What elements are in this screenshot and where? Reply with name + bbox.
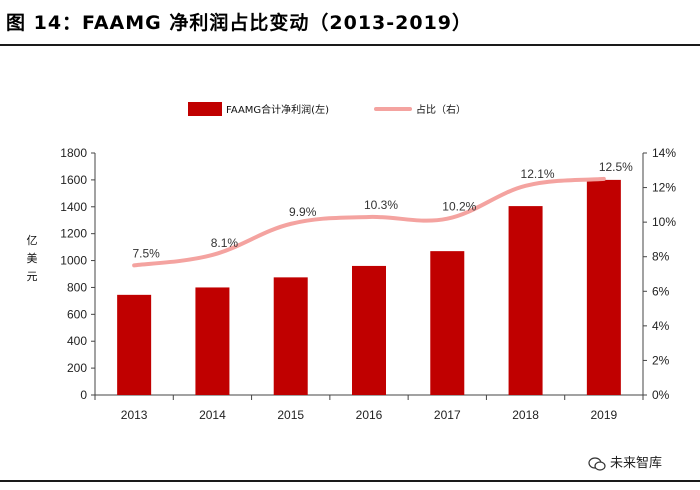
share-line [132, 176, 606, 268]
left-tick-label: 1000 [60, 254, 87, 268]
left-tick-label: 1600 [60, 173, 87, 187]
right-tick-label: 8% [652, 250, 670, 264]
bar [195, 287, 230, 395]
legend-label-bar: FAAMG合计净利润(左) [226, 103, 329, 116]
y-axis-label-char: 亿 [27, 234, 38, 247]
right-tick-label: 12% [652, 181, 676, 195]
y-axis-label-char: 美 [27, 252, 38, 265]
bar [586, 179, 621, 395]
right-tick-label: 10% [652, 215, 676, 229]
left-tick-label: 1200 [60, 227, 87, 241]
bar [508, 206, 543, 395]
bar [430, 251, 465, 395]
axes: 0 200 400 600 800 1000 1200 1400 1600 1800 0% 2% 4% 6… [60, 146, 676, 422]
right-tick-label: 4% [652, 319, 670, 333]
x-tick-label: 2017 [434, 408, 461, 422]
share-data-label: 12.1% [521, 167, 555, 181]
left-tick-label: 0 [80, 388, 87, 402]
wechat-icon [588, 456, 606, 471]
x-tick-label: 2018 [512, 408, 539, 422]
x-tick-label: 2014 [199, 408, 226, 422]
left-tick-label: 400 [67, 334, 87, 348]
bottom-rule [0, 480, 700, 482]
right-tick-label: 0% [652, 388, 670, 402]
legend: FAAMG合计净利润(左) 占比（右） [188, 102, 466, 116]
bar [117, 294, 152, 395]
left-tick-label: 1400 [60, 200, 87, 214]
share-data-label: 9.9% [289, 205, 317, 219]
left-tick-label: 200 [67, 361, 87, 375]
watermark-text: 未来智库 [610, 456, 663, 471]
left-tick-label: 800 [67, 280, 87, 294]
share-data-label: 10.2% [442, 200, 476, 214]
right-tick-label: 6% [652, 284, 670, 298]
share-data-label: 12.5% [599, 160, 633, 174]
legend-label-line: 占比（右） [416, 103, 466, 116]
data-labels: 7.5% 8.1% 9.9% 10.3% 10.2% 12.1% 12.5% [132, 160, 633, 260]
x-tick-label: 2019 [591, 408, 618, 422]
share-data-label: 8.1% [211, 236, 239, 250]
title-rule [0, 44, 700, 46]
left-tick-label: 1800 [60, 146, 87, 160]
right-tick-label: 14% [652, 146, 676, 160]
figure-title: 图 14：FAAMG 净利润占比变动（2013-2019） [6, 12, 473, 34]
y-axis-label-char: 元 [27, 270, 38, 283]
left-tick-label: 600 [67, 307, 87, 321]
bar [273, 277, 308, 395]
bar-series [117, 179, 621, 395]
watermark: 未来智库 [588, 452, 662, 471]
y-axis-label: 亿美元 [27, 234, 38, 283]
x-tick-label: 2015 [277, 408, 304, 422]
x-tick-label: 2016 [356, 408, 383, 422]
x-tick-label: 2013 [121, 408, 148, 422]
line-series [132, 176, 606, 268]
bar [352, 265, 386, 395]
share-data-label: 10.3% [364, 198, 398, 212]
share-data-label: 7.5% [132, 246, 160, 260]
right-tick-label: 2% [652, 353, 670, 367]
legend-swatch-bar [188, 102, 222, 116]
